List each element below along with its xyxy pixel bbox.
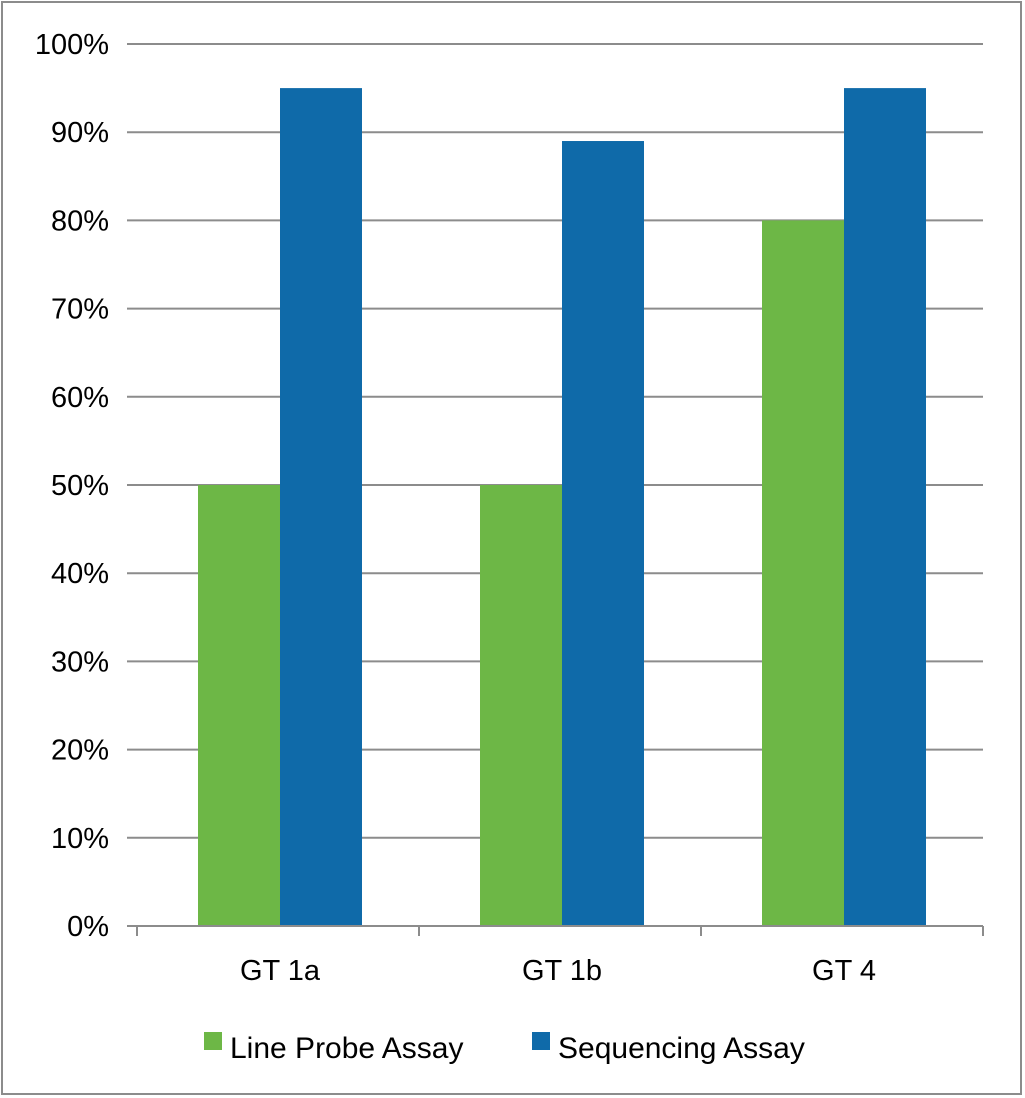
legend-swatch bbox=[532, 1032, 550, 1050]
bar-line-probe-assay-gt-1b bbox=[480, 485, 562, 926]
y-tick-label: 40% bbox=[51, 558, 109, 590]
y-tick-label: 50% bbox=[51, 470, 109, 502]
x-tick-label: GT 1b bbox=[522, 955, 602, 987]
x-tick-label: GT 1a bbox=[240, 955, 321, 987]
x-tick-labels: GT 1a GT 1b GT 4 bbox=[240, 955, 876, 987]
y-tick-label: 10% bbox=[51, 823, 109, 855]
legend-swatch bbox=[204, 1032, 222, 1050]
bar-sequencing-assay-gt-4 bbox=[844, 88, 926, 927]
bar-line-probe-assay-gt-1a bbox=[198, 485, 280, 926]
y-tick-label: 30% bbox=[51, 646, 109, 678]
legend-label: Sequencing Assay bbox=[558, 1032, 805, 1065]
bar-sequencing-assay-gt-1a bbox=[280, 88, 362, 927]
y-tick-label: 90% bbox=[51, 117, 109, 149]
y-tick-labels: 0% 10% 20% 30% 40% 50% 60% 70% 80% 90% 100% bbox=[35, 29, 109, 943]
bar-line-probe-assay-gt-4 bbox=[762, 220, 844, 926]
legend-label: Line Probe Assay bbox=[230, 1032, 463, 1065]
bars bbox=[198, 88, 926, 927]
y-tick-label: 60% bbox=[51, 382, 109, 414]
y-tick-label: 0% bbox=[67, 911, 109, 943]
x-axis bbox=[127, 925, 984, 936]
bar-sequencing-assay-gt-1b bbox=[562, 141, 644, 926]
x-tick-label: GT 4 bbox=[812, 955, 876, 987]
y-tick-label: 70% bbox=[51, 294, 109, 326]
legend: Line Probe Assay Sequencing Assay bbox=[204, 1032, 805, 1065]
y-tick-label: 100% bbox=[35, 29, 109, 61]
y-tick-label: 20% bbox=[51, 735, 109, 767]
y-tick-label: 80% bbox=[51, 205, 109, 237]
